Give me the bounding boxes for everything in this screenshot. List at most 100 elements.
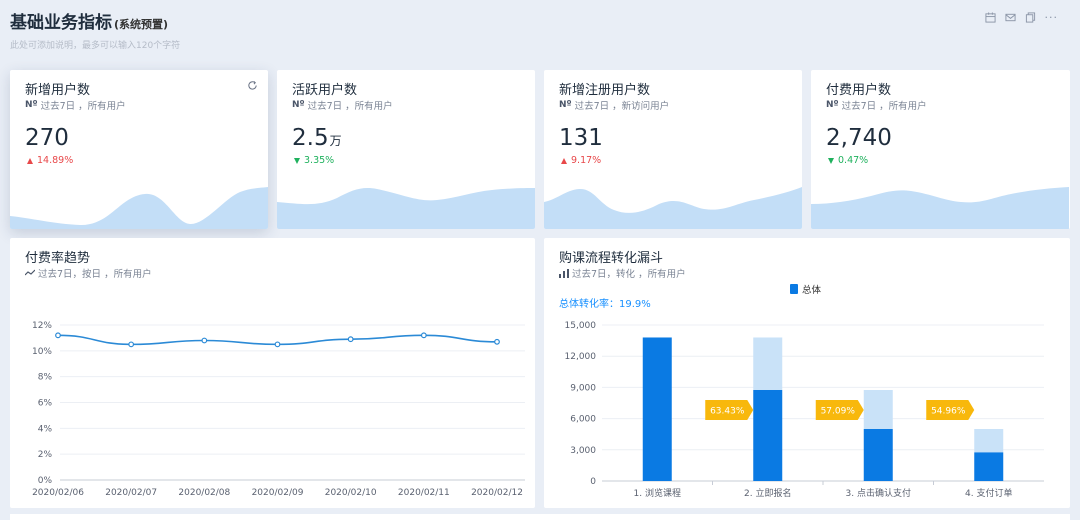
y-tick-label: 4% <box>38 424 53 434</box>
refresh-icon[interactable] <box>247 80 258 91</box>
x-tick-label: 2020/02/11 <box>398 488 450 498</box>
arrow-down-icon <box>294 157 300 164</box>
kpi-meta-text: 过去7日 ，所有用户 <box>307 101 393 112</box>
kpi-change: 9.17% <box>561 155 601 166</box>
kpi-card-new-registrations[interactable]: 新增注册用户数 Nº 过去7日 ，新访问用户 131 9.17% <box>544 70 802 229</box>
funnel-card[interactable]: 购课流程转化漏斗 过去7日，转化 ，所有用户 总体 总体转化率：19.9% 0 3… <box>544 238 1070 508</box>
kpi-meta: Nº 过去7日 ，新访问用户 <box>559 98 669 112</box>
step-rate-label: 63.43% <box>710 407 745 417</box>
y-tick-label: 9,000 <box>570 383 596 393</box>
kpi-sparkline <box>544 187 802 229</box>
kpi-meta-text: 过去7日 ，所有用户 <box>40 101 126 112</box>
kpi-meta: Nº 过去7日 ，所有用户 <box>25 98 126 112</box>
kpi-meta-text: 过去7日 ，所有用户 <box>841 101 927 112</box>
x-tick-label: 2. 立即报名 <box>744 487 791 499</box>
y-tick-label: 15,000 <box>565 321 597 331</box>
kpi-value: 2,740 <box>826 125 892 151</box>
dashboard-header: 基础业务指标 (系统预置) 此处可添加说明，最多可以输入120个字符 ··· <box>10 8 1070 64</box>
previous-step-bar <box>753 337 783 390</box>
kpi-meta: Nº 过去7日 ，所有用户 <box>292 98 393 112</box>
y-tick-label: 0 <box>590 477 596 487</box>
calendar-icon[interactable] <box>984 12 996 23</box>
y-tick-label: 8% <box>38 373 53 383</box>
kpi-card-new-users[interactable]: 新增用户数 Nº 过去7日 ，所有用户 270 14.89% <box>10 70 268 229</box>
copy-icon[interactable] <box>1025 12 1036 23</box>
y-tick-label: 6,000 <box>570 415 596 425</box>
y-tick-label: 12,000 <box>565 352 597 362</box>
conversion-bar <box>642 337 672 481</box>
page-title-text: 基础业务指标 <box>10 13 112 33</box>
kpi-unit: 万 <box>329 134 342 148</box>
kpi-change-value: 0.47% <box>838 155 869 166</box>
y-tick-label: 0% <box>38 476 53 486</box>
data-point <box>274 341 281 348</box>
payment-rate-line-chart: 0% 2% 4% 6% 8% 10% 12% 2020/02/06 2020/02/07 2020… <box>32 321 525 498</box>
kpi-change-value: 9.17% <box>571 155 602 166</box>
x-tick-label: 3. 点击确认支付 <box>846 487 911 499</box>
step-rate-badge <box>815 400 864 420</box>
chart-legend[interactable]: 总体 <box>790 282 821 296</box>
trend-line-icon <box>25 269 35 276</box>
y-tick-label: 2% <box>38 450 53 460</box>
kpi-title: 新增注册用户数 <box>559 83 651 98</box>
trend-meta: 过去7日，按日 ，所有用户 <box>25 266 152 280</box>
bar-chart-icon <box>559 268 569 278</box>
legend-swatch <box>790 284 798 294</box>
kpi-value-number: 2.5 <box>292 125 329 151</box>
trend-meta-text: 过去7日，按日 ，所有用户 <box>38 269 152 280</box>
conversion-bar <box>863 429 893 481</box>
kpi-change-value: 14.89% <box>37 155 74 166</box>
page-description[interactable]: 此处可添加说明，最多可以输入120个字符 <box>10 41 181 51</box>
funnel-meta-text: 过去7日，转化 ，所有用户 <box>572 269 686 280</box>
previous-step-bar <box>863 390 893 429</box>
number-icon: Nº <box>25 100 38 110</box>
number-icon: Nº <box>559 100 572 110</box>
y-tick-label: 12% <box>32 321 52 331</box>
data-point <box>347 336 354 343</box>
kpi-card-active-users[interactable]: 活跃用户数 Nº 过去7日 ，所有用户 2.5万 3.35% <box>277 70 535 229</box>
kpi-sparkline <box>10 187 268 229</box>
data-point <box>201 337 208 344</box>
x-tick-label: 4. 支付订单 <box>965 487 1012 499</box>
kpi-change: 3.35% <box>294 155 334 166</box>
mail-icon[interactable] <box>1004 12 1016 23</box>
number-icon: Nº <box>826 100 839 110</box>
kpi-change: 14.89% <box>27 155 73 166</box>
arrow-up-icon <box>561 157 567 164</box>
arrow-down-icon <box>828 157 834 164</box>
step-rate-label: 54.96% <box>931 407 966 417</box>
legend-label: 总体 <box>802 285 822 296</box>
trend-title: 付费率趋势 <box>25 251 91 266</box>
x-tick-label: 2020/02/07 <box>105 488 157 498</box>
data-point <box>494 338 500 345</box>
trend-card[interactable]: 付费率趋势 过去7日，按日 ，所有用户 0% 2% 4% 6% 8% 10% 12% 2020… <box>10 238 535 508</box>
x-tick-label: 2020/02/09 <box>252 488 304 498</box>
number-icon: Nº <box>292 100 305 110</box>
next-card-edge <box>10 514 1070 520</box>
kpi-title: 新增用户数 <box>25 83 91 98</box>
kpi-value-number: 2,740 <box>826 125 892 151</box>
arrow-up-icon <box>27 157 33 164</box>
kpi-card-paying-users[interactable]: 付费用户数 Nº 过去7日 ，所有用户 2,740 0.47% <box>811 70 1070 229</box>
y-tick-label: 10% <box>32 347 52 357</box>
overall-conversion-rate: 总体转化率：19.9% <box>559 299 651 310</box>
kpi-meta: Nº 过去7日 ，所有用户 <box>826 98 927 112</box>
data-point <box>128 341 135 348</box>
data-point <box>55 332 61 339</box>
x-tick-label: 2020/02/12 <box>471 488 523 498</box>
more-icon[interactable]: ··· <box>1044 11 1058 24</box>
kpi-title: 付费用户数 <box>826 83 892 98</box>
x-tick-label: 2020/02/08 <box>178 488 230 498</box>
step-rate-badge <box>926 400 975 420</box>
kpi-value-number: 131 <box>559 125 603 151</box>
x-tick-label: 2020/02/10 <box>325 488 377 498</box>
kpi-value: 2.5万 <box>292 125 342 151</box>
conversion-bar <box>753 390 783 481</box>
kpi-sparkline <box>277 188 535 229</box>
page-title: 基础业务指标 (系统预置) <box>10 8 1070 33</box>
x-tick-label: 2020/02/06 <box>32 488 84 498</box>
kpi-sparkline <box>811 187 1069 229</box>
kpi-value-number: 270 <box>25 125 69 151</box>
y-tick-label: 3,000 <box>570 446 596 456</box>
kpi-value: 131 <box>559 125 603 151</box>
